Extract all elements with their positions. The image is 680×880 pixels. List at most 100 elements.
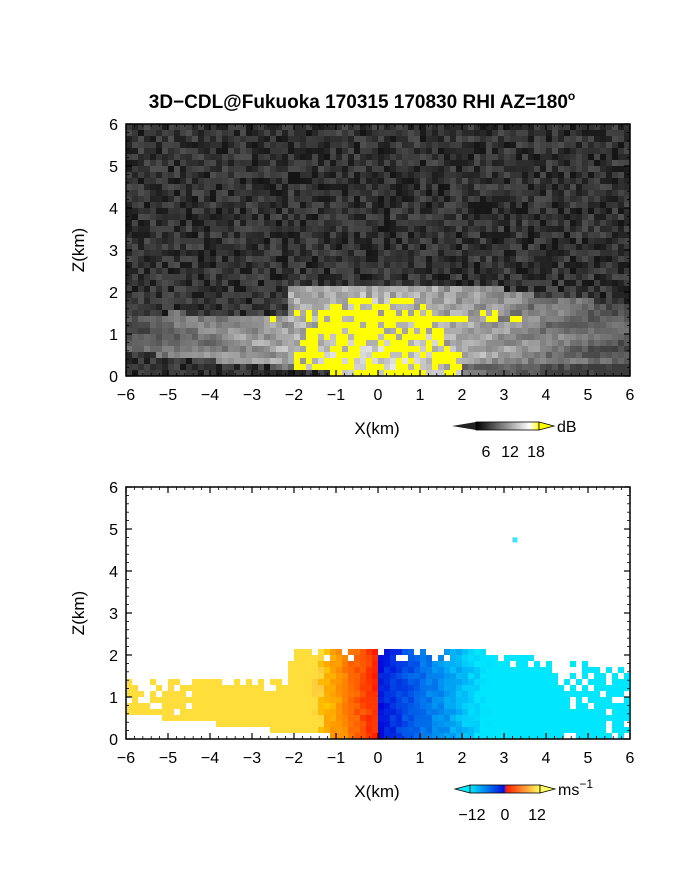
x-tick-label: 3 <box>500 387 509 404</box>
intensity-cell <box>624 304 630 310</box>
intensity-cell <box>234 130 240 136</box>
intensity-cell <box>522 226 528 232</box>
intensity-cell <box>330 334 336 340</box>
intensity-cell <box>210 364 216 370</box>
intensity-cell <box>546 172 552 178</box>
intensity-cell <box>330 178 336 184</box>
intensity-cell <box>534 226 540 232</box>
intensity-cell <box>396 136 402 142</box>
intensity-cell <box>504 340 510 346</box>
velocity-cell <box>516 661 522 667</box>
velocity-cell <box>348 703 354 709</box>
intensity-cell <box>516 196 522 202</box>
intensity-cell <box>384 268 390 274</box>
intensity-cell <box>336 352 342 358</box>
intensity-cell <box>348 310 354 316</box>
velocity-cell <box>348 685 354 691</box>
velocity-cell <box>306 709 312 715</box>
intensity-cell <box>126 220 132 226</box>
intensity-cell <box>252 358 258 364</box>
intensity-cell <box>588 310 594 316</box>
intensity-cell <box>600 268 606 274</box>
intensity-cell <box>600 214 606 220</box>
velocity-cell <box>312 673 318 679</box>
intensity-cell <box>258 184 264 190</box>
intensity-cell <box>600 184 606 190</box>
intensity-cell <box>222 244 228 250</box>
intensity-cell <box>360 136 366 142</box>
velocity-cell <box>378 655 384 661</box>
intensity-cell <box>138 340 144 346</box>
intensity-cell <box>174 154 180 160</box>
velocity-cell <box>420 727 426 733</box>
intensity-cell <box>150 286 156 292</box>
intensity-cell <box>150 340 156 346</box>
intensity-cell <box>558 286 564 292</box>
intensity-cell <box>480 238 486 244</box>
intensity-cell <box>612 358 618 364</box>
velocity-cell <box>474 703 480 709</box>
intensity-cell <box>306 352 312 358</box>
intensity-cell <box>576 328 582 334</box>
intensity-cell <box>186 220 192 226</box>
intensity-cell <box>222 322 228 328</box>
intensity-cell <box>294 292 300 298</box>
velocity-cell <box>258 679 264 685</box>
intensity-cell <box>426 262 432 268</box>
intensity-cell <box>420 364 426 370</box>
intensity-cell <box>324 214 330 220</box>
intensity-cell <box>306 268 312 274</box>
intensity-cell <box>564 214 570 220</box>
velocity-cell <box>354 679 360 685</box>
velocity-cell <box>192 691 198 697</box>
intensity-cell <box>594 130 600 136</box>
intensity-cell <box>606 268 612 274</box>
intensity-cell <box>258 328 264 334</box>
intensity-cell <box>498 352 504 358</box>
intensity-cell <box>468 142 474 148</box>
intensity-cell <box>282 310 288 316</box>
intensity-cell <box>168 202 174 208</box>
intensity-cell <box>582 370 588 376</box>
intensity-cell <box>438 280 444 286</box>
velocity-cell <box>150 691 156 697</box>
velocity-cell <box>576 733 582 739</box>
intensity-cell <box>444 178 450 184</box>
intensity-cell <box>594 328 600 334</box>
intensity-cell <box>228 148 234 154</box>
intensity-cell <box>372 316 378 322</box>
intensity-cell <box>156 292 162 298</box>
intensity-cell <box>624 346 630 352</box>
intensity-cell <box>378 208 384 214</box>
velocity-cell <box>504 721 510 727</box>
intensity-cell <box>420 190 426 196</box>
intensity-cell <box>582 304 588 310</box>
intensity-cell <box>216 274 222 280</box>
intensity-cell <box>552 178 558 184</box>
intensity-cell <box>444 310 450 316</box>
intensity-cell <box>492 322 498 328</box>
intensity-cell <box>552 130 558 136</box>
velocity-cell <box>168 703 174 709</box>
intensity-cell <box>126 250 132 256</box>
intensity-cell <box>594 304 600 310</box>
intensity-cell <box>228 358 234 364</box>
intensity-cell <box>516 370 522 376</box>
intensity-cell <box>270 358 276 364</box>
velocity-cell <box>444 661 450 667</box>
intensity-cell <box>570 166 576 172</box>
intensity-cell <box>384 304 390 310</box>
velocity-cell <box>264 715 270 721</box>
intensity-cell <box>606 208 612 214</box>
intensity-cell <box>570 328 576 334</box>
intensity-cell <box>294 142 300 148</box>
velocity-cell <box>534 721 540 727</box>
intensity-cell <box>234 352 240 358</box>
intensity-cell <box>270 190 276 196</box>
intensity-cell <box>300 172 306 178</box>
intensity-cell <box>618 214 624 220</box>
intensity-cell <box>360 196 366 202</box>
intensity-cell <box>480 370 486 376</box>
intensity-cell <box>516 226 522 232</box>
intensity-cell <box>618 172 624 178</box>
